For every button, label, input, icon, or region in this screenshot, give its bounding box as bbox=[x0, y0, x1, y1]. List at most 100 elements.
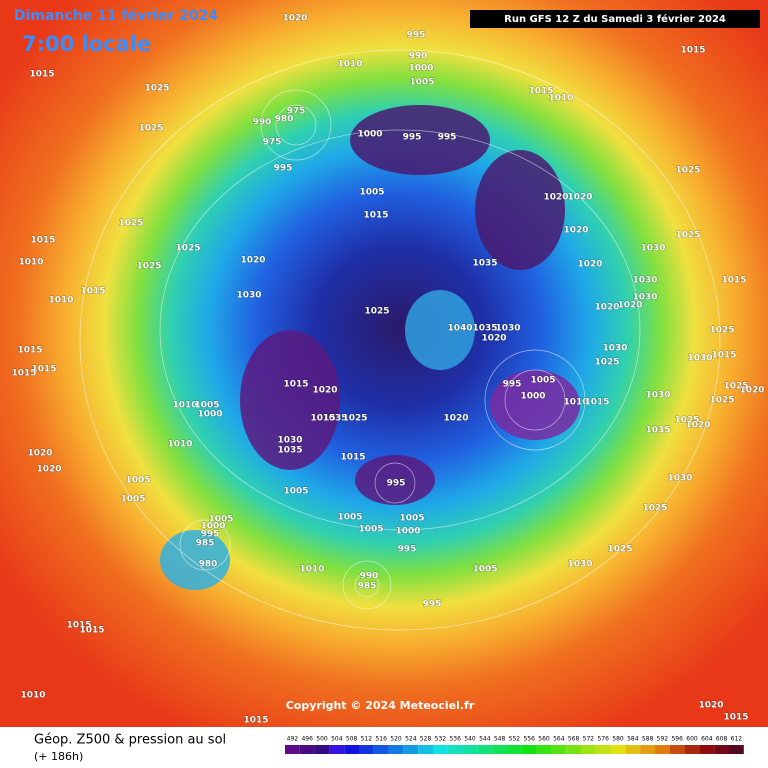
colorbar-cell bbox=[714, 745, 729, 754]
pressure-label: 1025 bbox=[175, 244, 200, 254]
pressure-label: 1015 bbox=[584, 398, 609, 408]
pressure-label: 1000 bbox=[357, 130, 382, 140]
colorbar-cell bbox=[640, 745, 655, 754]
colorbar-cell bbox=[699, 745, 715, 754]
pressure-label: 1025 bbox=[138, 124, 163, 134]
pressure-label: 1020 bbox=[594, 303, 619, 313]
pressure-label: 995 bbox=[423, 600, 442, 610]
run-banner bbox=[470, 10, 760, 28]
colorbar-tick-label: 496 bbox=[301, 736, 313, 743]
colorbar-tick-label: 520 bbox=[390, 736, 402, 743]
colorbar-cell bbox=[388, 745, 404, 754]
colorbar-cell bbox=[610, 745, 626, 754]
colorbar-tick-label: 512 bbox=[361, 736, 373, 743]
pressure-label: 1025 bbox=[675, 166, 700, 176]
pressure-label: 1020 bbox=[698, 701, 723, 711]
pressure-label: 1005 bbox=[283, 487, 308, 497]
pressure-label: 990 bbox=[409, 52, 428, 62]
pressure-label: 990 bbox=[253, 118, 272, 128]
pressure-label: 1015 bbox=[283, 380, 308, 390]
pressure-label: 1010 bbox=[563, 398, 588, 408]
colorbar-tick-label: 596 bbox=[671, 736, 683, 743]
colorbar-tick-label: 576 bbox=[597, 736, 609, 743]
pressure-label: 1020 bbox=[617, 301, 642, 311]
pressure-label: 1035 bbox=[277, 446, 302, 456]
pressure-label: 1030 bbox=[236, 291, 261, 301]
pressure-label: 1010 bbox=[20, 691, 45, 701]
colorbar-cell bbox=[418, 745, 433, 754]
pressure-label: 1030 bbox=[632, 276, 657, 286]
pressure-label: 1020 bbox=[312, 386, 337, 396]
colorbar-tick-label: 604 bbox=[701, 736, 713, 743]
pressure-label: 1015 bbox=[721, 276, 746, 286]
pressure-label: 1010 bbox=[167, 440, 192, 450]
pressure-label: 1015 bbox=[66, 621, 91, 631]
pressure-label: 1005 bbox=[358, 525, 383, 535]
pressure-label: 1025 bbox=[642, 504, 667, 514]
colorbar-tick-label: 524 bbox=[405, 736, 417, 743]
colorbar-tick-label: 556 bbox=[523, 736, 535, 743]
colorbar-cell bbox=[729, 745, 744, 754]
pressure-label: 1005 bbox=[472, 565, 497, 575]
pressure-label: 1020 bbox=[240, 256, 265, 266]
pressure-label: 1025 bbox=[709, 396, 734, 406]
colorbar-cell bbox=[433, 745, 448, 754]
colorbar-cell bbox=[329, 745, 345, 754]
pressure-label: 1020 bbox=[282, 14, 307, 24]
colorbar-tick-label: 572 bbox=[583, 736, 595, 743]
pressure-label: 1000 bbox=[197, 410, 222, 420]
colorbar-tick-label: 500 bbox=[316, 736, 328, 743]
colorbar-tick-label: 536 bbox=[449, 736, 461, 743]
pressure-label: 1020 bbox=[685, 421, 710, 431]
pressure-label: 1005 bbox=[125, 476, 150, 486]
pressure-label: 1025 bbox=[136, 262, 161, 272]
pressure-label: 1025 bbox=[607, 545, 632, 555]
pressure-label: 1025 bbox=[674, 416, 699, 426]
pressure-label: 990 bbox=[360, 572, 379, 582]
pressure-label: 1025 bbox=[364, 307, 389, 317]
pressure-label: 1015 bbox=[30, 236, 55, 246]
colorbar-tick-label: 560 bbox=[538, 736, 550, 743]
pressure-label: 995 bbox=[201, 530, 220, 540]
pressure-label: 1020 bbox=[563, 226, 588, 236]
pressure-label: 1035 bbox=[472, 324, 497, 334]
pressure-label: 1020 bbox=[543, 193, 568, 203]
colorbar-cell bbox=[477, 745, 493, 754]
colorbar-tick-label: 508 bbox=[346, 736, 358, 743]
pressure-label: 995 bbox=[438, 133, 457, 143]
pressure-label: 1015 bbox=[17, 346, 42, 356]
colorbar-cell bbox=[669, 745, 685, 754]
colorbar-tick-label: 504 bbox=[331, 736, 343, 743]
pressure-label: 1010 bbox=[337, 60, 362, 70]
colorbar-tick-label: 516 bbox=[375, 736, 387, 743]
colorbar-tick-label: 552 bbox=[509, 736, 521, 743]
geopotential-field bbox=[0, 0, 768, 727]
pressure-label: 1015 bbox=[11, 369, 36, 379]
pressure-label: 975 bbox=[263, 138, 282, 148]
pressure-label: 1000 bbox=[200, 522, 225, 532]
pressure-label: 1025 bbox=[709, 326, 734, 336]
colorbar-cell bbox=[492, 745, 507, 754]
pressure-label: 1015 bbox=[680, 46, 705, 56]
pressure-label: 1030 bbox=[495, 324, 520, 334]
colorbar-tick-label: 548 bbox=[494, 736, 506, 743]
pressure-label: 1020 bbox=[739, 386, 764, 396]
pressure-label: 1005 bbox=[194, 401, 219, 411]
colorbar-cell bbox=[462, 745, 478, 754]
pressure-label: 1015 bbox=[80, 287, 105, 297]
pressure-label: 1005 bbox=[409, 78, 434, 88]
pressure-label: 1010 bbox=[18, 258, 43, 268]
pressure-label: 1020 bbox=[577, 260, 602, 270]
pressure-label: 985 bbox=[358, 582, 377, 592]
pressure-label: 1010 bbox=[299, 565, 324, 575]
pressure-label: 1015 bbox=[29, 70, 54, 80]
colorbar-tick-label: 588 bbox=[642, 736, 654, 743]
pressure-label: 1020 bbox=[481, 334, 506, 344]
colorbar-cell bbox=[536, 745, 552, 754]
footer-title: Géop. Z500 & pression au sol bbox=[34, 733, 226, 748]
pressure-label: 1005 bbox=[120, 495, 145, 505]
colorbar-tick-label: 580 bbox=[612, 736, 624, 743]
pressure-label: 1025 bbox=[118, 219, 143, 229]
